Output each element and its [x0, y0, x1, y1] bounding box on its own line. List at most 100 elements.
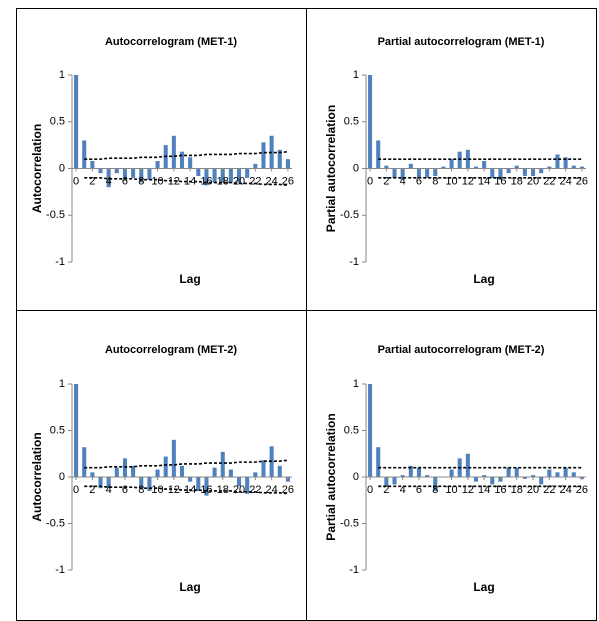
- bar: [188, 157, 193, 169]
- confidence-bound: [84, 459, 289, 469]
- x-tick-label: 0: [367, 175, 373, 187]
- bar: [155, 469, 160, 477]
- bar: [555, 154, 560, 169]
- bar: [131, 465, 136, 477]
- x-tick-label: 2: [89, 175, 95, 187]
- bar: [139, 477, 144, 489]
- bar: [147, 168, 152, 180]
- y-axis-title: Autocorrelation: [30, 124, 44, 213]
- x-axis-title: Lag: [179, 580, 200, 594]
- x-tick-label: 22: [543, 484, 555, 496]
- x-tick-label: 6: [416, 175, 422, 187]
- bar: [171, 135, 176, 169]
- bar: [122, 458, 127, 477]
- bar: [98, 168, 103, 174]
- bar: [563, 157, 568, 169]
- bar: [433, 168, 438, 176]
- y-tick-label: 0.5: [344, 116, 359, 128]
- bar: [425, 168, 430, 178]
- bar: [384, 165, 389, 169]
- x-tick-label: 6: [416, 484, 422, 496]
- bar: [392, 477, 397, 485]
- bar: [571, 165, 576, 169]
- bar: [237, 477, 242, 487]
- x-tick-label: 16: [200, 175, 212, 187]
- bar: [114, 168, 119, 174]
- bar: [490, 477, 495, 485]
- x-tick-label: 24: [266, 175, 278, 187]
- bar: [441, 166, 446, 169]
- bar: [368, 384, 373, 477]
- bar: [408, 163, 413, 169]
- bar: [245, 168, 250, 178]
- y-axis-title: Partial autocorrelation: [324, 105, 338, 232]
- x-tick-label: 4: [106, 175, 112, 187]
- bar: [457, 151, 462, 169]
- bar: [376, 447, 381, 477]
- x-tick-label: 22: [249, 484, 261, 496]
- bar: [82, 447, 87, 477]
- bar: [522, 168, 527, 176]
- bar: [473, 166, 479, 169]
- x-tick-label: 16: [200, 484, 212, 496]
- chart-title: Partial autocorrelogram (MET-1): [378, 36, 545, 48]
- x-tick-label: 8: [432, 484, 438, 496]
- x-tick-label: 10: [151, 484, 163, 496]
- bar: [465, 149, 470, 169]
- y-tick-label: -0.5: [46, 209, 65, 221]
- bar: [261, 142, 266, 169]
- bar: [539, 477, 544, 485]
- bar: [220, 168, 225, 183]
- bar: [220, 451, 225, 477]
- y-tick-label: 1: [59, 69, 65, 81]
- y-tick-label: 0.5: [50, 116, 65, 128]
- y-tick-label: 1: [59, 378, 65, 390]
- bar: [228, 168, 233, 183]
- bar: [212, 168, 217, 183]
- bar: [74, 75, 79, 169]
- y-tick-label: 1: [353, 69, 359, 81]
- bar: [506, 168, 511, 174]
- bar: [82, 140, 87, 169]
- y-tick-label: 1: [353, 378, 359, 390]
- y-tick-label: -0.5: [340, 517, 359, 529]
- x-tick-label: 4: [106, 484, 112, 496]
- bar: [277, 149, 282, 169]
- x-tick-label: 26: [282, 484, 294, 496]
- bar: [114, 467, 119, 477]
- bar: [416, 168, 421, 178]
- bar: [482, 475, 487, 477]
- bar: [384, 477, 389, 487]
- bar: [90, 472, 95, 477]
- y-axis-title: Partial autocorrelation: [324, 413, 338, 540]
- chart-title: Autocorrelogram (MET-1): [105, 36, 237, 48]
- x-tick-label: 4: [400, 484, 406, 496]
- x-tick-label: 12: [168, 175, 180, 187]
- bar: [368, 75, 373, 169]
- bar: [400, 475, 405, 477]
- bar: [400, 168, 405, 180]
- x-tick-label: 8: [138, 484, 144, 496]
- x-tick-label: 2: [383, 175, 389, 187]
- bar: [449, 469, 454, 477]
- bar: [171, 439, 176, 477]
- x-tick-label: 4: [400, 175, 406, 187]
- confidence-bound: [84, 177, 289, 187]
- bar: [179, 465, 185, 477]
- bar: [253, 472, 258, 477]
- x-tick-label: 26: [576, 175, 588, 187]
- bar: [506, 467, 511, 477]
- y-tick-label: 0: [353, 162, 359, 174]
- x-tick-label: 18: [217, 175, 229, 187]
- x-tick-label: 8: [432, 175, 438, 187]
- bar: [531, 168, 536, 176]
- bar: [237, 168, 242, 183]
- bar: [204, 477, 209, 496]
- x-tick-label: 2: [383, 484, 389, 496]
- x-tick-label: 22: [543, 175, 555, 187]
- x-tick-label: 12: [168, 484, 180, 496]
- y-tick-label: -1: [55, 564, 65, 576]
- y-tick-label: -1: [349, 564, 359, 576]
- bar: [416, 467, 421, 477]
